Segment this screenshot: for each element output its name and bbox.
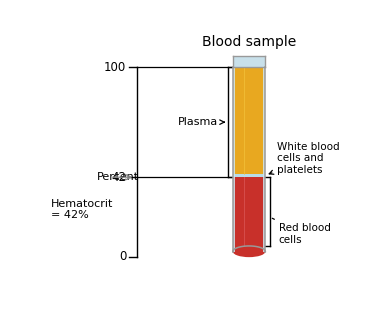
Bar bbox=[263, 67, 265, 252]
Text: Blood sample: Blood sample bbox=[202, 35, 296, 49]
Text: Hematocrit
= 42%: Hematocrit = 42% bbox=[51, 199, 113, 220]
Bar bbox=[233, 67, 235, 252]
Ellipse shape bbox=[233, 246, 265, 257]
Text: 42: 42 bbox=[111, 171, 126, 184]
Bar bbox=[233, 177, 265, 252]
Text: Percent: Percent bbox=[97, 172, 139, 182]
Bar bbox=[233, 67, 265, 173]
Text: 100: 100 bbox=[104, 61, 126, 74]
Bar bbox=[233, 173, 265, 177]
Text: Plasma: Plasma bbox=[178, 117, 224, 127]
Bar bbox=[233, 56, 265, 67]
Text: Red blood
cells: Red blood cells bbox=[272, 218, 330, 245]
Text: 0: 0 bbox=[119, 250, 126, 264]
Text: White blood
cells and
platelets: White blood cells and platelets bbox=[269, 142, 340, 175]
